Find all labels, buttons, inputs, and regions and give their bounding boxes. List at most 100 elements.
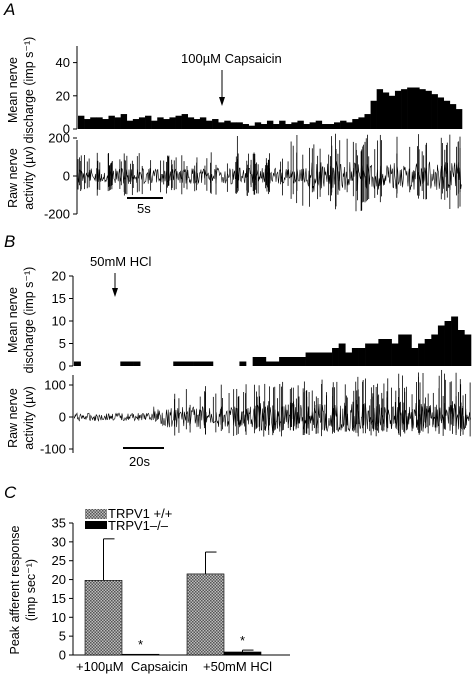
panel-c-y-tick-label-2: 25 bbox=[52, 553, 66, 568]
panel-a-bar-2 bbox=[90, 117, 97, 129]
panel-a-bar-13 bbox=[157, 117, 164, 129]
panel-a-raw-trace: Raw nerve activity (µv) 200 0 -200 5s bbox=[6, 131, 462, 222]
panel-a-bar-23 bbox=[218, 122, 225, 129]
panel-b-annotation: 50mM HCl bbox=[90, 254, 152, 269]
panel-b-bar-8 bbox=[126, 361, 134, 366]
panel-a-bar-61 bbox=[449, 104, 457, 129]
panel-b-raw-y-tick-label-0: 100 bbox=[44, 378, 66, 393]
panel-a-bar-59 bbox=[437, 97, 445, 129]
legend-swatch-wt bbox=[85, 509, 107, 519]
panel-a-bar-50 bbox=[382, 92, 390, 129]
panel-a-bar-7 bbox=[120, 114, 128, 129]
panel-a-bar-56 bbox=[419, 89, 426, 129]
panel-a-y-tick-label-1: 20 bbox=[56, 88, 70, 103]
panel-label-a: A bbox=[3, 0, 15, 19]
panel-a-bar-4 bbox=[102, 119, 109, 129]
panel-a-bar-46 bbox=[358, 117, 365, 129]
panel-b-bar-58 bbox=[457, 330, 465, 366]
panel-a-bar-21 bbox=[206, 120, 213, 129]
panel-a-raw-y-tick-label-1: 0 bbox=[63, 169, 70, 184]
panel-a-y-tick-label-0: 40 bbox=[56, 55, 70, 70]
panel-a-bar-57 bbox=[425, 90, 432, 129]
panel-b-bar-18 bbox=[193, 361, 201, 366]
legend-label-wt: TRPV1 +/+ bbox=[108, 506, 172, 521]
panel-b-bar-48 bbox=[391, 343, 399, 366]
panel-a-bar-55 bbox=[413, 87, 420, 129]
panel-a-bars bbox=[78, 87, 463, 129]
panel-a-bar-25 bbox=[230, 122, 237, 129]
panel-b-bar-20 bbox=[206, 361, 214, 366]
panel-a-bar-39 bbox=[315, 120, 323, 129]
panel-a-bar-3 bbox=[96, 117, 103, 129]
panel-a-bar-24 bbox=[224, 120, 231, 129]
panel-a-bar-44 bbox=[346, 122, 353, 129]
legend-swatch-ko bbox=[85, 521, 107, 529]
panel-a-y-tick-label-2: 0 bbox=[63, 122, 70, 137]
panel-b-bar-43 bbox=[358, 348, 366, 366]
panel-c-bar-0-0 bbox=[84, 580, 123, 656]
panel-a-bar-18 bbox=[187, 117, 195, 129]
panel-b-bar-37 bbox=[318, 352, 326, 366]
panel-b-y-tick-label-1: 15 bbox=[52, 291, 66, 306]
panel-c-y-tick-label-3: 20 bbox=[52, 572, 66, 587]
panel-a-bar-10 bbox=[138, 117, 146, 129]
panel-a-bar-34 bbox=[285, 124, 292, 129]
panel-a-bar-45 bbox=[352, 119, 359, 129]
panel-a-raw-spikes bbox=[77, 133, 461, 212]
panel-c-category-2: +50mM HCl bbox=[203, 659, 272, 674]
panel-a-scale-label: 5s bbox=[137, 201, 151, 216]
panel-b-raw-signal bbox=[73, 369, 471, 437]
panel-b-arrow bbox=[112, 273, 118, 297]
panel-b-bar-7 bbox=[120, 361, 128, 366]
panel-b-ylabel-line2: discharge (imp s⁻¹) bbox=[22, 267, 36, 374]
panel-b-raw-trace: Raw nerve activity (µv) 100 0 -100 20s bbox=[6, 369, 471, 469]
panel-b-bar-30 bbox=[272, 361, 280, 366]
panel-a-bar-29 bbox=[254, 122, 262, 129]
panel-b-bar-44 bbox=[365, 343, 373, 366]
panel-a-bar-42 bbox=[334, 122, 341, 129]
panel-c-y-tick-label-1: 30 bbox=[52, 534, 66, 549]
panel-b-histogram: Mean nerve discharge (imp s⁻¹) 20151050 … bbox=[6, 254, 472, 374]
panel-b-bar-50 bbox=[404, 334, 412, 366]
panel-a-bar-33 bbox=[279, 120, 286, 129]
panel-a-bar-62 bbox=[455, 109, 463, 129]
panel-b-raw-spikes bbox=[174, 369, 471, 437]
panel-a-bar-11 bbox=[145, 115, 152, 129]
panel-b-y-tick-label-4: 0 bbox=[59, 359, 66, 374]
panel-b-raw-yticks: 100 0 -100 bbox=[40, 378, 73, 457]
panel-b-bar-38 bbox=[325, 352, 333, 366]
panel-label-b: B bbox=[4, 232, 15, 251]
panel-a-bar-15 bbox=[169, 117, 176, 129]
panel-b-bar-57 bbox=[451, 316, 459, 366]
panel-a-bar-20 bbox=[199, 117, 207, 129]
panel-a-bar-35 bbox=[291, 122, 298, 129]
panel-c-ylabel-line1: Peak afferent response bbox=[8, 525, 22, 654]
panel-a-bar-14 bbox=[163, 119, 170, 129]
panel-a-bar-0 bbox=[78, 115, 85, 129]
panel-b-bar-40 bbox=[338, 343, 346, 366]
panel-b-bar-33 bbox=[292, 357, 300, 366]
panel-b-bar-46 bbox=[378, 339, 386, 366]
panel-b-raw-y-tick-label-2: -100 bbox=[40, 442, 66, 457]
panel-b-yticks: 20 15 10 5 0 bbox=[52, 269, 73, 374]
panel-b-bar-15 bbox=[173, 361, 181, 366]
panel-b-bar-39 bbox=[332, 348, 339, 366]
panel-a-bar-5 bbox=[108, 115, 115, 129]
panel-a-bar-51 bbox=[388, 95, 396, 129]
panel-a-bar-47 bbox=[364, 114, 371, 129]
panel-a-bar-27 bbox=[242, 124, 249, 129]
panel-b-bar-59 bbox=[464, 334, 472, 366]
panel-a-bar-43 bbox=[340, 120, 347, 129]
panel-a-annotation: 100µM Capsaicin bbox=[181, 51, 282, 66]
panel-a-bar-9 bbox=[132, 119, 140, 129]
panel-c-yticks: 35 30 25 20 15 10 5 0 bbox=[52, 516, 73, 663]
panel-b-raw-noise bbox=[73, 402, 471, 432]
panel-c-y-tick-label-6: 5 bbox=[59, 629, 66, 644]
panel-c-category-1: +100µM Capsaicin bbox=[76, 659, 188, 674]
panel-b-bar-0 bbox=[74, 361, 81, 366]
panel-b-y-tick-label-3: 5 bbox=[59, 336, 66, 351]
panel-b-bar-28 bbox=[259, 357, 267, 366]
panel-c-bar-1-0 bbox=[121, 653, 160, 656]
panel-a-bar-31 bbox=[266, 120, 274, 129]
